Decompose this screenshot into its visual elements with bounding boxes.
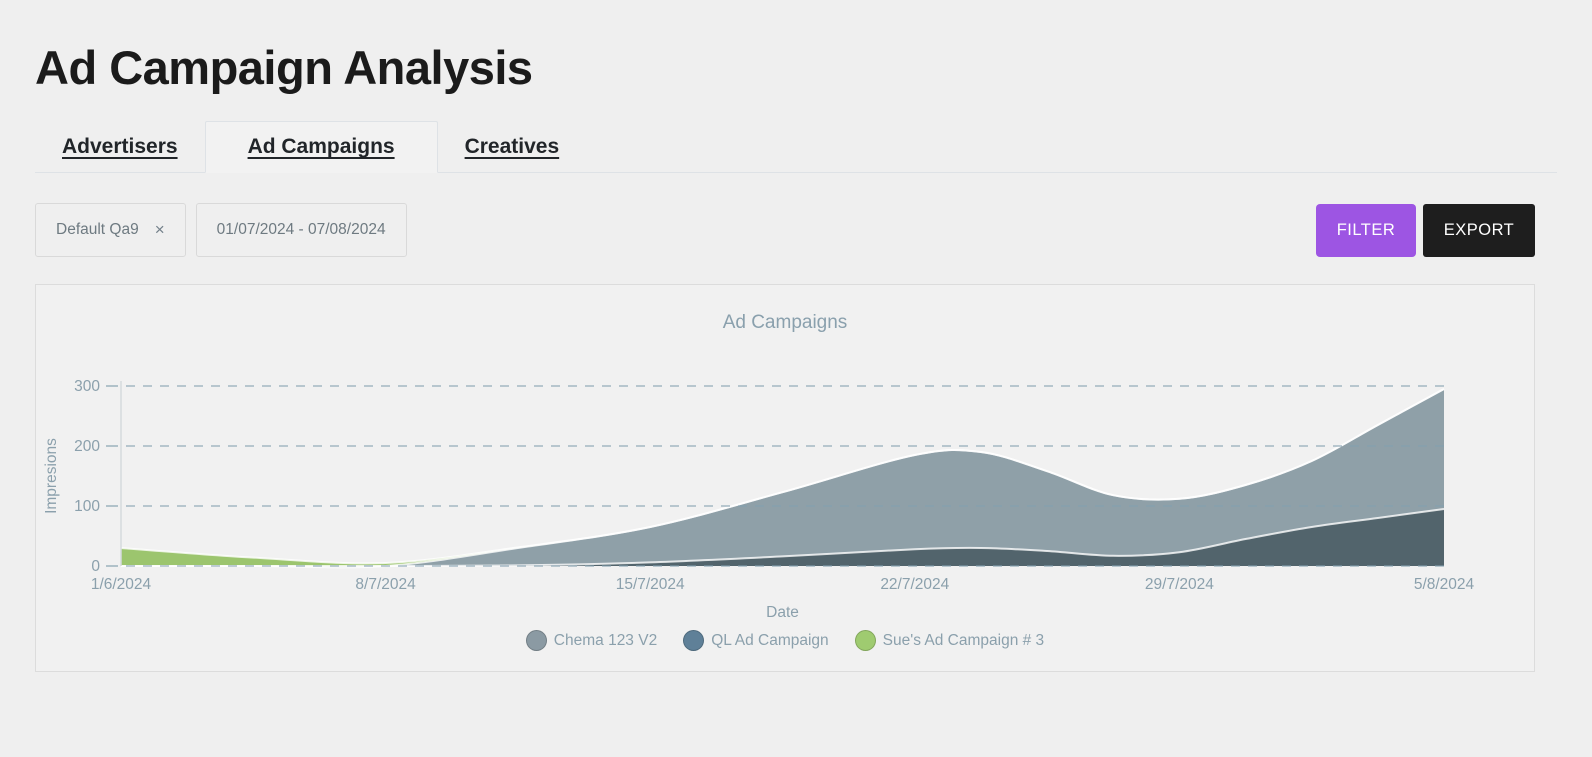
svg-text:15/7/2024: 15/7/2024	[616, 576, 685, 593]
svg-text:300: 300	[74, 378, 100, 395]
legend-label: Sue's Ad Campaign # 3	[882, 631, 1045, 649]
svg-text:5/8/2024: 5/8/2024	[1414, 576, 1475, 593]
ad-campaign-analysis-page: Ad Campaign Analysis Advertisers Ad Camp…	[0, 40, 1592, 672]
svg-text:200: 200	[74, 438, 100, 455]
advertiser-filter-label: Default Qa9	[56, 221, 139, 238]
tab-advertisers-label: Advertisers	[62, 135, 178, 158]
legend-label: Chema 123 V2	[553, 631, 658, 649]
svg-text:1/6/2024: 1/6/2024	[91, 576, 152, 593]
action-buttons: FILTER EXPORT	[1316, 203, 1535, 257]
svg-text:100: 100	[74, 498, 100, 515]
filter-button[interactable]: FILTER	[1316, 203, 1416, 257]
legend-item-ql-ad-campaign[interactable]: QL Ad Campaign	[683, 630, 829, 651]
tab-bar: Advertisers Ad Campaigns Creatives	[35, 121, 1557, 173]
series-color-dot	[854, 630, 876, 651]
legend-item-sues-ad-campaign-3[interactable]: Sue's Ad Campaign # 3	[854, 630, 1045, 651]
tab-creatives-label: Creatives	[464, 135, 560, 158]
svg-text:8/7/2024: 8/7/2024	[355, 576, 416, 593]
date-range-value: 01/07/2024 - 07/08/2024	[216, 221, 386, 238]
legend-item-chema-123-v2[interactable]: Chema 123 V2	[525, 630, 658, 651]
page-title: Ad Campaign Analysis	[35, 41, 533, 94]
series-color-dot	[683, 630, 705, 651]
tab-creatives[interactable]: Creatives	[438, 121, 587, 173]
svg-text:29/7/2024: 29/7/2024	[1145, 576, 1214, 593]
legend-label: QL Ad Campaign	[711, 631, 829, 649]
svg-text:22/7/2024: 22/7/2024	[880, 576, 949, 593]
remove-filter-icon[interactable]: ×	[154, 220, 165, 239]
filter-toolbar: Default Qa9 × 01/07/2024 - 07/08/2024 FI…	[35, 203, 1535, 257]
y-axis-label: Impresions	[43, 438, 60, 514]
export-button[interactable]: EXPORT	[1423, 203, 1535, 257]
date-range-input[interactable]: 01/07/2024 - 07/08/2024	[195, 203, 407, 257]
filter-chips: Default Qa9 × 01/07/2024 - 07/08/2024	[35, 203, 407, 257]
tab-ad-campaigns[interactable]: Ad Campaigns	[204, 121, 438, 173]
chart-title: Ad Campaigns	[722, 312, 848, 333]
campaign-area-chart[interactable]: 0 100 200 300 1/6/2024 8/7/2024 15/7/2024 22/7/…	[36, 356, 1534, 628]
chart-legend: Chema 123 V2 QL Ad Campaign Sue's Ad Cam…	[36, 630, 1534, 671]
tab-ad-campaigns-label: Ad Campaigns	[247, 135, 395, 158]
x-axis-label: Date	[766, 604, 799, 621]
svg-text:0: 0	[91, 558, 100, 575]
advertiser-filter-chip[interactable]: Default Qa9 ×	[35, 203, 186, 257]
chart-card: Ad Campaigns 0 100 200 300 1/6/2024 8/7/2024 1…	[35, 284, 1535, 672]
series-color-dot	[525, 630, 547, 651]
tab-advertisers[interactable]: Advertisers	[35, 121, 205, 173]
